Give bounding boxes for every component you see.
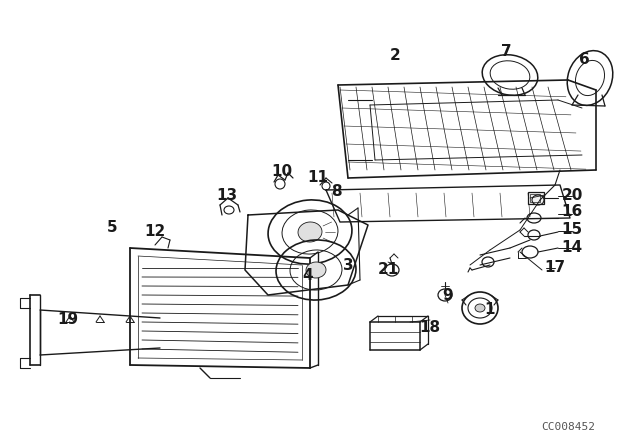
Text: 13: 13 xyxy=(216,189,237,203)
Text: 9: 9 xyxy=(443,288,453,302)
Text: 5: 5 xyxy=(107,220,117,236)
Text: 6: 6 xyxy=(579,52,589,68)
Ellipse shape xyxy=(298,222,322,242)
Text: 4: 4 xyxy=(303,267,314,283)
Text: 15: 15 xyxy=(561,223,582,237)
Text: 8: 8 xyxy=(331,185,341,199)
Text: 7: 7 xyxy=(500,44,511,60)
Ellipse shape xyxy=(475,304,485,312)
Text: 1: 1 xyxy=(484,302,495,318)
Text: 16: 16 xyxy=(561,204,582,220)
Text: 10: 10 xyxy=(271,164,292,180)
Text: 18: 18 xyxy=(419,320,440,336)
Text: 11: 11 xyxy=(307,171,328,185)
Text: 19: 19 xyxy=(58,313,79,327)
Text: 3: 3 xyxy=(342,258,353,272)
Text: 21: 21 xyxy=(378,263,399,277)
Text: 20: 20 xyxy=(561,189,582,203)
Text: 17: 17 xyxy=(545,260,566,276)
Text: 14: 14 xyxy=(561,241,582,255)
Text: CC008452: CC008452 xyxy=(541,422,595,432)
Ellipse shape xyxy=(306,262,326,278)
Text: 12: 12 xyxy=(145,224,166,240)
Text: 2: 2 xyxy=(390,47,401,63)
Bar xyxy=(530,194,540,202)
Bar xyxy=(528,192,544,204)
